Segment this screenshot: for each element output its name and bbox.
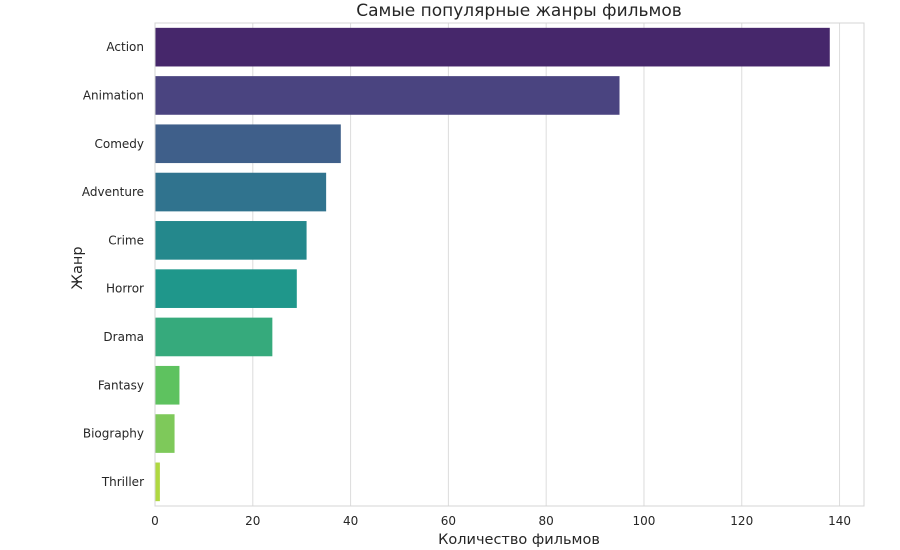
y-tick-label-comedy: Comedy	[94, 137, 144, 151]
chart-title: Самые популярные жанры фильмов	[356, 1, 682, 21]
bar-action	[155, 27, 830, 67]
y-tick-label-horror: Horror	[106, 282, 144, 296]
bars	[155, 27, 830, 502]
bar-adventure	[155, 172, 327, 212]
y-tick-label-action: Action	[106, 40, 144, 54]
x-tick-labels: 0 20 40 60 80 100 120 140	[151, 514, 851, 528]
y-tick-label-animation: Animation	[83, 88, 144, 102]
bar-animation	[155, 76, 620, 115]
x-tick-label-120: 120	[730, 514, 753, 528]
x-tick-label-0: 0	[151, 514, 159, 528]
y-tick-label-crime: Crime	[108, 233, 144, 247]
x-tick-label-60: 60	[441, 514, 456, 528]
bar-drama	[155, 317, 273, 357]
bar-crime	[155, 221, 307, 260]
y-axis-label: Жанр	[70, 246, 86, 289]
x-tick-label-20: 20	[245, 514, 260, 528]
y-tick-labels: Action Animation Comedy Adventure Crime Horro…	[82, 40, 144, 489]
bar-comedy	[155, 124, 341, 164]
y-tick-label-adventure: Adventure	[82, 185, 144, 199]
bar-fantasy	[155, 365, 180, 405]
plot-frame	[154, 22, 865, 507]
bar-biography	[155, 414, 175, 453]
y-tick-label-fantasy: Fantasy	[98, 378, 144, 392]
x-axis-label: Количество фильмов	[438, 532, 600, 548]
y-tick-label-thriller: Thriller	[101, 475, 144, 489]
y-tick-label-drama: Drama	[103, 330, 144, 344]
x-tick-label-80: 80	[539, 514, 554, 528]
x-tick-label-40: 40	[343, 514, 358, 528]
bar-thriller	[155, 462, 160, 502]
x-tick-label-140: 140	[828, 514, 851, 528]
x-tick-label-100: 100	[633, 514, 656, 528]
y-tick-label-biography: Biography	[83, 427, 144, 441]
bar-horror	[155, 269, 297, 308]
